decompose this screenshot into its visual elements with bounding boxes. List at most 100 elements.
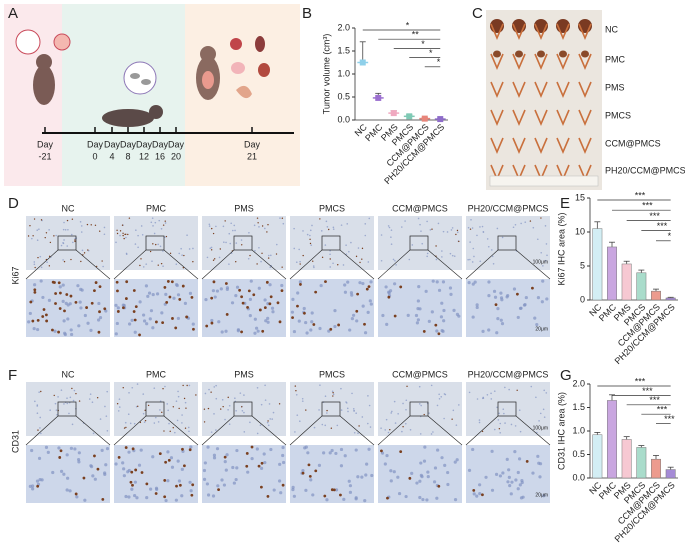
- nucleus: [72, 241, 74, 244]
- stain: [256, 217, 259, 219]
- stain: [434, 323, 438, 327]
- nucleus: [169, 456, 174, 460]
- nucleus: [55, 234, 57, 237]
- stain: [210, 296, 214, 300]
- nucleus: [404, 494, 408, 499]
- nucleus: [290, 310, 295, 314]
- stain: [186, 384, 188, 387]
- nucleus: [385, 418, 388, 421]
- nucleus: [149, 487, 153, 491]
- nucleus: [133, 493, 137, 498]
- stain: [37, 256, 39, 259]
- nucleus: [266, 421, 269, 424]
- nucleus: [157, 421, 160, 423]
- nucleus: [312, 265, 315, 267]
- nucleus: [243, 394, 245, 396]
- stain: [183, 464, 186, 468]
- nucleus: [417, 285, 421, 289]
- nucleus: [96, 318, 101, 322]
- nucleus: [332, 226, 335, 229]
- stain: [227, 396, 229, 399]
- stain: [131, 483, 134, 487]
- stain: [435, 245, 437, 247]
- scale-bar-label: 20μm: [535, 492, 548, 498]
- stain: [324, 280, 327, 284]
- nucleus: [180, 467, 184, 471]
- nucleus: [79, 306, 83, 310]
- nucleus: [405, 399, 408, 402]
- stain: [431, 228, 433, 230]
- stain: [525, 459, 529, 463]
- stain: [258, 308, 262, 312]
- stain: [63, 260, 66, 263]
- nucleus: [438, 397, 441, 400]
- stain: [337, 323, 341, 327]
- nucleus: [478, 421, 481, 424]
- nucleus: [248, 231, 250, 234]
- y-tick-label: 1.5: [572, 402, 585, 412]
- nucleus: [348, 250, 350, 253]
- stain: [96, 396, 99, 399]
- nucleus: [317, 463, 322, 467]
- nucleus: [456, 231, 459, 234]
- nucleus: [453, 497, 458, 502]
- stain: [54, 302, 57, 305]
- nucleus: [409, 428, 412, 431]
- nucleus: [145, 496, 149, 500]
- micrograph: [378, 445, 462, 503]
- nucleus: [228, 232, 231, 235]
- zoom-line: [377, 415, 411, 446]
- nucleus: [345, 402, 348, 404]
- stain: [168, 295, 172, 299]
- nucleus: [256, 387, 259, 389]
- nucleus: [544, 259, 547, 262]
- nucleus: [151, 260, 153, 262]
- nucleus: [235, 448, 239, 453]
- zoom-box: [145, 401, 165, 417]
- nucleus: [257, 286, 261, 290]
- bar: [651, 290, 661, 301]
- mean-marker: [421, 115, 428, 122]
- nucleus: [174, 498, 178, 502]
- nucleus: [71, 423, 74, 426]
- nucleus: [392, 258, 395, 261]
- nucleus: [39, 427, 41, 429]
- stain: [326, 409, 328, 412]
- group-label: PH20/CCM@PMCS: [605, 165, 685, 175]
- stain: [170, 280, 174, 284]
- stain: [163, 430, 165, 432]
- column-label: PH20/CCM@PMCS: [468, 203, 549, 213]
- nucleus: [49, 409, 51, 411]
- stain: [247, 289, 251, 293]
- nucleus: [225, 287, 229, 292]
- stain: [355, 309, 359, 313]
- nucleus: [139, 448, 143, 452]
- nucleus: [159, 245, 162, 248]
- nucleus: [136, 383, 139, 385]
- nucleus: [66, 245, 69, 247]
- nucleus: [137, 463, 142, 467]
- nucleus: [235, 409, 237, 412]
- nucleus: [46, 450, 50, 454]
- stain: [74, 240, 76, 243]
- nucleus: [263, 460, 267, 465]
- nucleus: [264, 399, 267, 401]
- nucleus: [487, 294, 491, 298]
- nucleus: [329, 250, 331, 252]
- nucleus: [384, 285, 388, 289]
- nucleus: [507, 475, 511, 479]
- nucleus: [514, 478, 518, 482]
- nucleus: [81, 249, 84, 252]
- nucleus: [31, 487, 35, 491]
- significance-label: *: [429, 48, 433, 58]
- nucleus: [170, 465, 175, 469]
- nucleus: [89, 464, 94, 469]
- stain: [355, 255, 358, 258]
- nucleus: [324, 395, 327, 398]
- nucleus: [184, 401, 187, 404]
- tumor: [537, 50, 545, 58]
- stain: [308, 474, 312, 478]
- nucleus: [476, 398, 479, 400]
- stain: [66, 219, 69, 222]
- bar: [665, 297, 676, 301]
